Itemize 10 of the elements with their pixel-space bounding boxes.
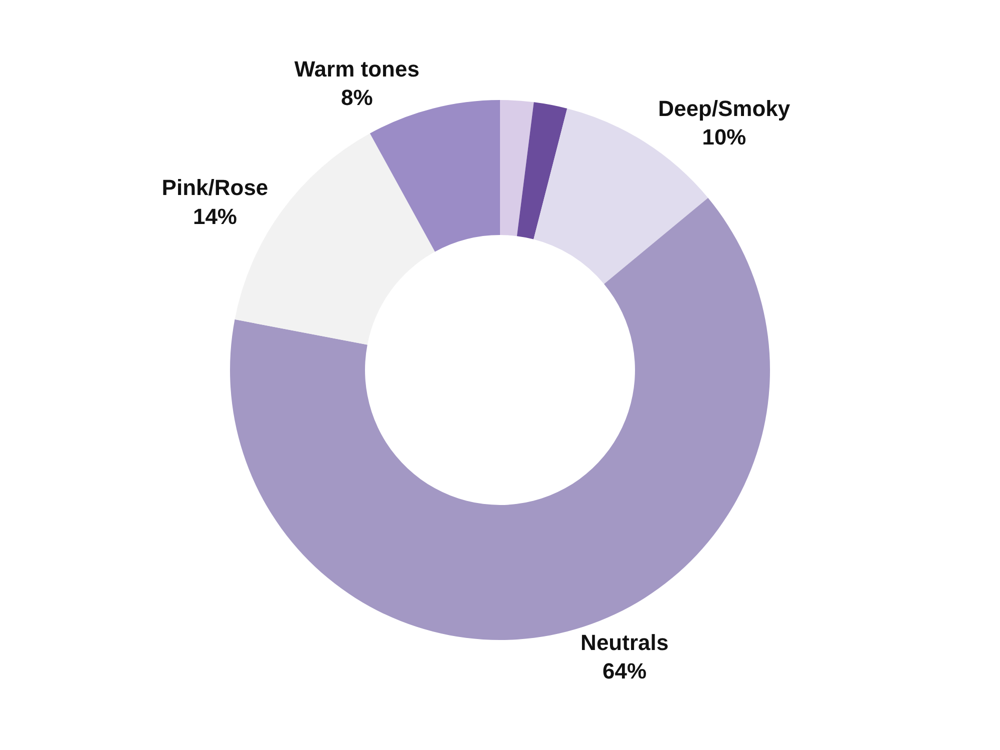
donut-slice	[500, 100, 534, 236]
data-label: 64%	[602, 658, 647, 684]
data-label: 14%	[192, 204, 237, 229]
slice-label: Pink/Rose	[162, 175, 268, 200]
data-label: 10%	[702, 124, 746, 150]
data-label: 8%	[341, 85, 373, 110]
slice-label: Deep/Smoky	[658, 96, 791, 122]
donut-slice	[516, 102, 568, 240]
slice-label: Neutrals	[580, 630, 669, 655]
slice-label: Warm tones	[294, 56, 420, 82]
